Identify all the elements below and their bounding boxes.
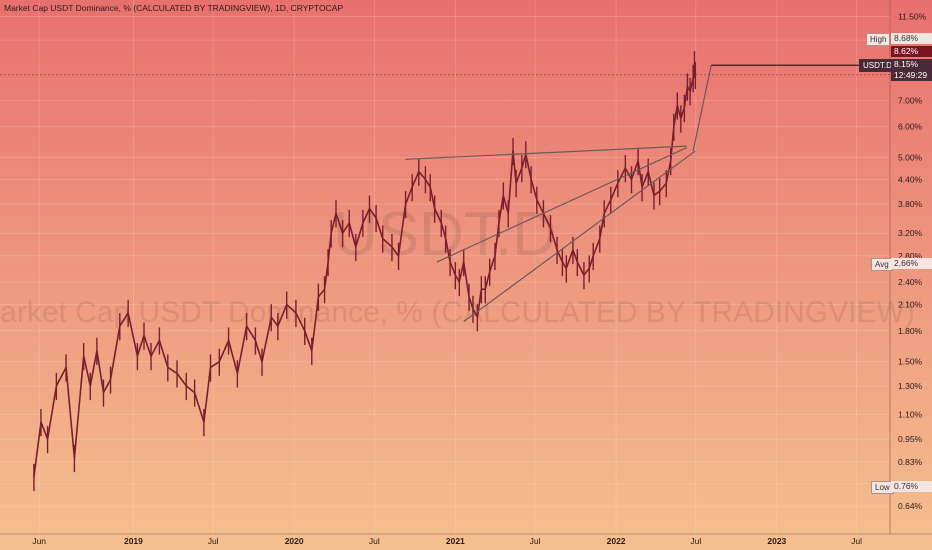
time-axis[interactable]: Jun 2019 Jul 2020 Jul 2021 Jul 2022 Jul 2023 Jul <box>32 536 862 546</box>
trendline[interactable] <box>436 147 687 263</box>
x-tick-label: Jun <box>32 536 46 546</box>
y-tick-label: 1.80% <box>898 326 923 336</box>
x-tick-label: 2020 <box>285 536 304 546</box>
y-tick-label: 0.64% <box>898 501 923 511</box>
x-tick-label: 2019 <box>124 536 143 546</box>
x-tick-label: 2023 <box>767 536 786 546</box>
avg-value: 2.66% <box>891 258 932 269</box>
y-tick-label: 4.40% <box>898 174 923 184</box>
x-tick-label: Jul <box>690 536 701 546</box>
high-value: 8.68% <box>891 33 932 44</box>
low-value: 0.76% <box>891 481 932 492</box>
y-tick-label: 0.83% <box>898 457 923 467</box>
y-tick-label: 3.20% <box>898 228 923 238</box>
y-tick-label: 5.00% <box>898 153 923 163</box>
trendline[interactable] <box>405 145 687 160</box>
watermark-description: Market Cap USDT Dominance, % (CALCULATED… <box>0 296 915 329</box>
y-tick-label: 2.40% <box>898 277 923 287</box>
last-price-tag: 8.62% <box>891 46 932 57</box>
y-tick-label: 1.30% <box>898 381 923 391</box>
y-tick-label: 11.50% <box>898 11 927 21</box>
x-tick-label: Jul <box>208 536 219 546</box>
y-tick-label: 1.50% <box>898 357 923 367</box>
x-tick-label: Jul <box>369 536 380 546</box>
y-tick-label: 0.95% <box>898 434 923 444</box>
y-tick-label: 2.10% <box>898 300 923 310</box>
y-tick-label: 7.00% <box>898 96 923 106</box>
y-tick-label: 2.80% <box>898 251 923 261</box>
grid <box>0 0 890 534</box>
y-tick-label: 1.10% <box>898 409 923 419</box>
y-tick-label: 3.80% <box>898 199 923 209</box>
chart-title: Market Cap USDT Dominance, % (CALCULATED… <box>4 3 344 13</box>
price-series <box>33 51 697 492</box>
low-badge: Low <box>871 481 894 494</box>
x-tick-label: 2021 <box>446 536 465 546</box>
high-badge: High <box>866 33 891 46</box>
x-tick-label: Jul <box>530 536 541 546</box>
trendline[interactable] <box>463 150 696 323</box>
trendline[interactable] <box>692 65 712 152</box>
watermark: USDT.D Market Cap USDT Dominance, % (CAL… <box>0 200 915 329</box>
y-tick-label: 6.00% <box>898 122 923 132</box>
x-tick-label: 2022 <box>607 536 626 546</box>
avg-badge: Avg <box>871 258 893 271</box>
trendlines[interactable] <box>0 64 890 323</box>
x-tick-label: Jul <box>851 536 862 546</box>
symbol-value: 8.15% <box>891 59 932 70</box>
countdown-timer: 12:49:29 <box>891 70 932 81</box>
